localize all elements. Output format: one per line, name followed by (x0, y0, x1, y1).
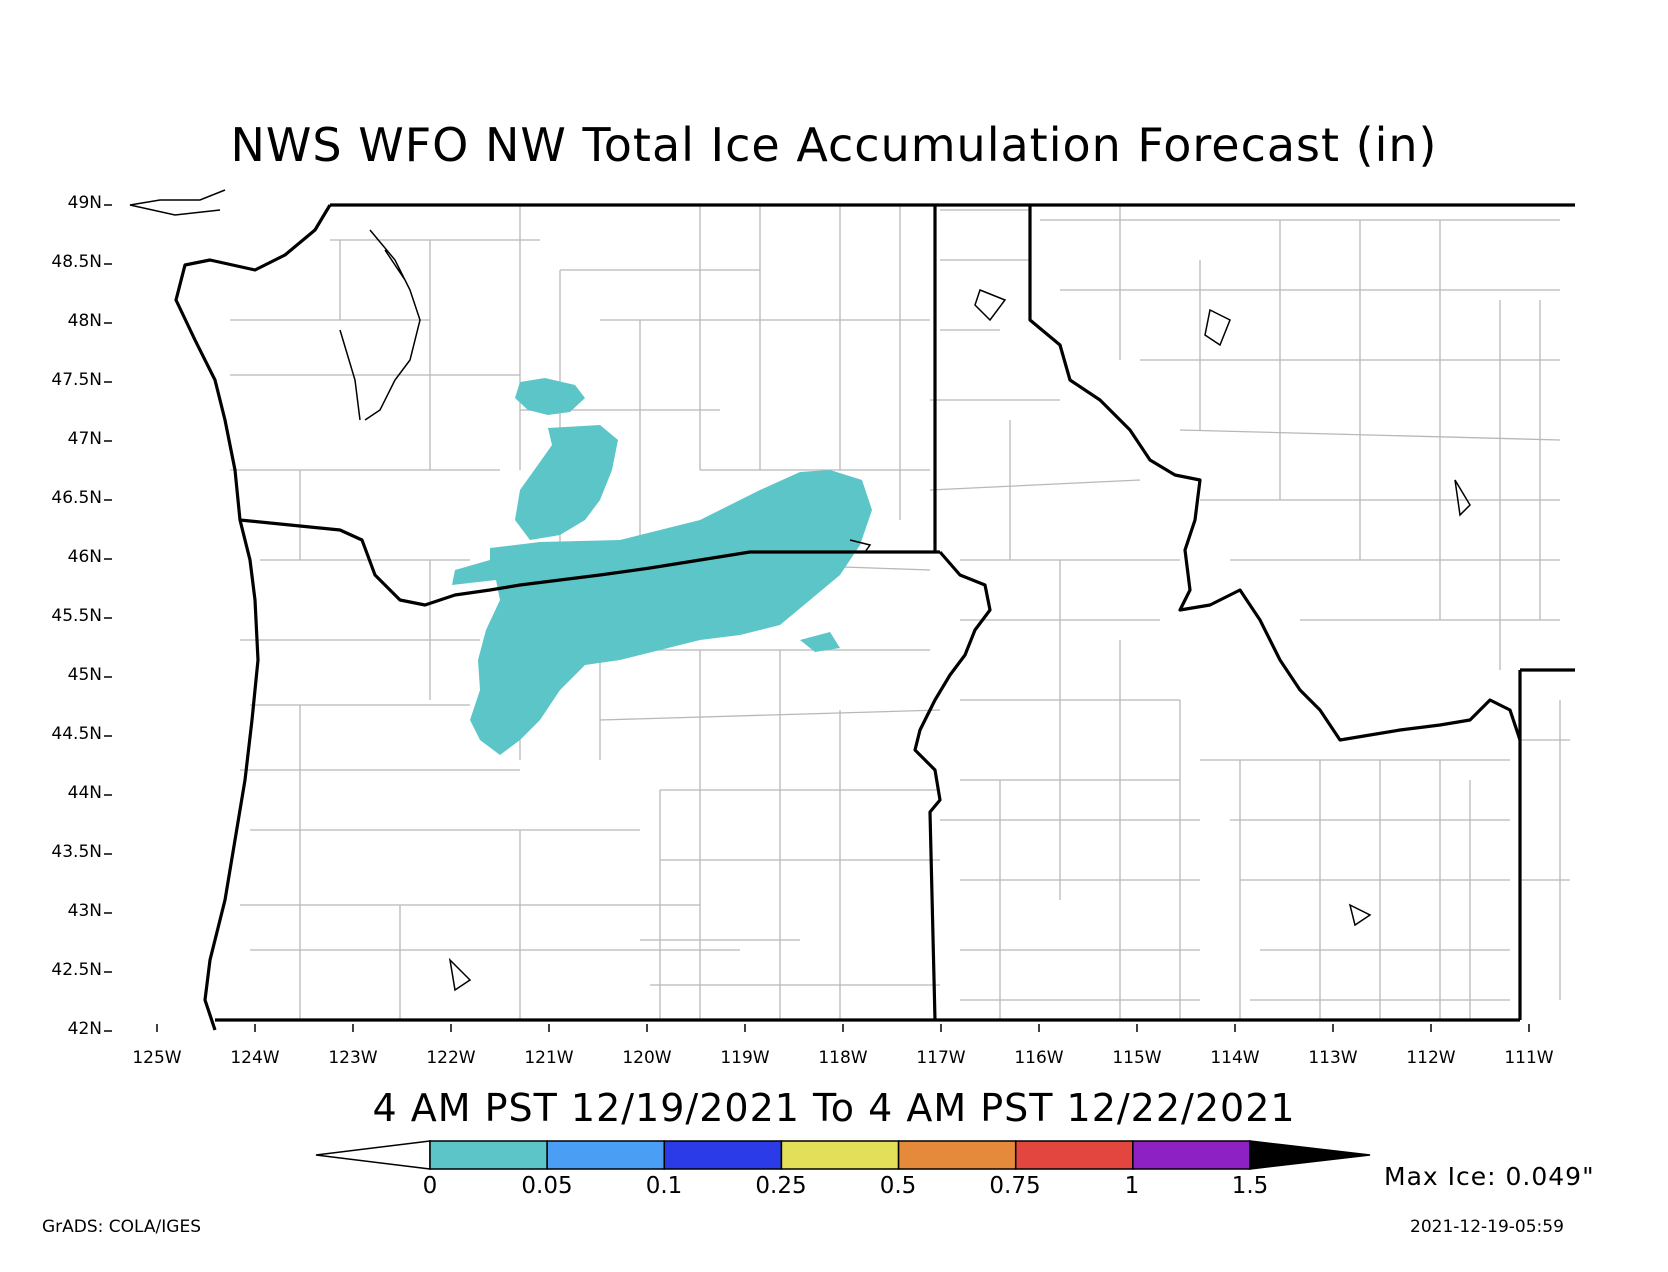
lon-tick-label: 125W (132, 1048, 182, 1068)
colorbar-cell (1014, 1140, 1134, 1170)
colorbar-cell (663, 1140, 783, 1170)
lat-tick-label: 42N (67, 1019, 102, 1039)
max-ice-readout: Max Ice: 0.049" (1384, 1162, 1595, 1191)
lat-tick-label: 45N (67, 665, 102, 685)
credit-text: GrADS: COLA/IGES (42, 1217, 201, 1237)
colorbar-cell (429, 1140, 548, 1170)
lon-tick-label: 112W (1406, 1048, 1456, 1068)
colorbar-cell (897, 1140, 1017, 1170)
lat-tick-label: 48.5N (51, 252, 102, 272)
lon-tick-label: 120W (622, 1048, 672, 1068)
lon-tick-label: 113W (1308, 1048, 1358, 1068)
lon-tick-label: 121W (524, 1048, 574, 1068)
lat-tick-label: 48N (67, 311, 102, 331)
colorbar-cell (1132, 1140, 1251, 1170)
timestamp: 2021-12-19-05:59 (1410, 1217, 1564, 1237)
lon-tick-label: 118W (818, 1048, 868, 1068)
lat-tick-label: 42.5N (51, 960, 102, 980)
colorbar-label: 0.25 (755, 1173, 807, 1199)
lon-tick-label: 111W (1504, 1048, 1554, 1068)
lon-tick-label: 117W (916, 1048, 966, 1068)
map-title: NWS WFO NW Total Ice Accumulation Foreca… (230, 118, 1438, 172)
lon-tick-label: 124W (230, 1048, 280, 1068)
county-boundaries (230, 205, 1570, 1020)
lon-tick-label: 114W (1210, 1048, 1260, 1068)
lat-tick-label: 45.5N (51, 606, 102, 626)
colorbar-label: 0.75 (989, 1173, 1041, 1199)
colorbar-high-arrow (1249, 1140, 1371, 1170)
lon-tick-label: 116W (1014, 1048, 1064, 1068)
ice-accumulation-area (452, 378, 872, 755)
lon-tick-label: 119W (720, 1048, 770, 1068)
lon-tick-label: 123W (328, 1048, 378, 1068)
lat-tick-label: 49N (67, 193, 102, 213)
colorbar-cell (546, 1140, 666, 1170)
lat-tick-label: 47N (67, 429, 102, 449)
colorbar-label: 0.1 (645, 1173, 683, 1199)
colorbar-label: 0.5 (879, 1173, 917, 1199)
lat-tick-label: 47.5N (51, 370, 102, 390)
colorbar-cell (780, 1140, 900, 1170)
state-boundaries (174, 203, 1575, 1031)
lon-tick-label: 122W (426, 1048, 476, 1068)
colorbar-label: 0 (422, 1173, 438, 1199)
lat-tick-label: 46N (67, 547, 102, 567)
colorbar-low-arrow (315, 1140, 431, 1170)
water-outlines (129, 189, 1471, 992)
lat-tick-label: 43.5N (51, 842, 102, 862)
lat-tick-label: 43N (67, 901, 102, 921)
lon-tick-label: 115W (1112, 1048, 1162, 1068)
colorbar-label: 1.5 (1231, 1173, 1269, 1199)
lat-tick-label: 44.5N (51, 724, 102, 744)
colorbar-label: 0.05 (521, 1173, 573, 1199)
colorbar-label: 1 (1124, 1173, 1140, 1199)
lat-tick-label: 44N (67, 783, 102, 803)
lat-tick-label: 46.5N (51, 488, 102, 508)
forecast-period: 4 AM PST 12/19/2021 To 4 AM PST 12/22/20… (372, 1086, 1296, 1130)
